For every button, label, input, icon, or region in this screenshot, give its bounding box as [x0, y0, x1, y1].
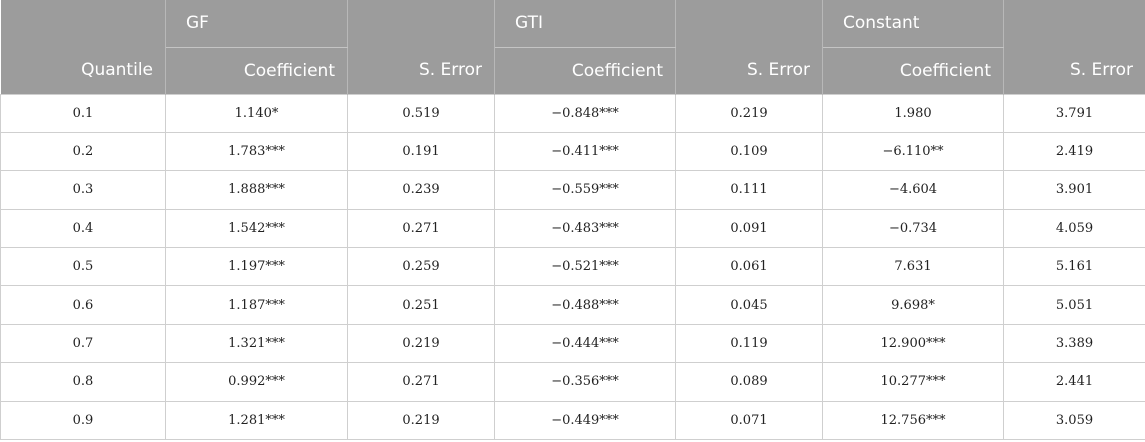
table-cell: 0.239	[347, 170, 495, 210]
table-cell: 1.197***	[165, 247, 348, 287]
table-cell: 0.519	[347, 93, 495, 133]
table-cell: −0.444***	[494, 323, 676, 364]
table-cell: 1.281***	[165, 400, 348, 441]
table-cell: 3.059	[1003, 400, 1145, 441]
group-label: GTI	[494, 0, 676, 48]
table-cell: 0.9	[0, 400, 166, 441]
table-row: 0.2 1.783*** 0.191 −0.411*** 0.109 −6.110** 2.…	[0, 131, 1145, 172]
table-cell: 0.251	[347, 285, 495, 325]
table-cell: 10.277***	[822, 362, 1004, 402]
table-cell: −0.848***	[494, 93, 676, 133]
table-cell: −6.110**	[822, 131, 1004, 172]
table-cell: 0.045	[675, 285, 823, 325]
header-cell	[347, 0, 495, 47]
table-row: 0.9 1.281*** 0.219 −0.449*** 0.071 12.756*** 3…	[0, 400, 1145, 441]
group-label: GF	[165, 0, 348, 48]
table-cell: 0.089	[675, 362, 823, 402]
table-cell: 0.1	[0, 93, 166, 133]
table-row: 0.3 1.888*** 0.239 −0.559*** 0.111 −4.604 3.90…	[0, 170, 1145, 210]
column-header: Coefficient	[165, 47, 348, 94]
column-header: S. Error	[675, 47, 823, 94]
table-cell: 0.8	[0, 362, 166, 402]
table-cell: 0.7	[0, 323, 166, 364]
table-cell: 0.259	[347, 247, 495, 287]
table-cell: 1.888***	[165, 170, 348, 210]
table-body: 0.1 1.140* 0.519 −0.848*** 0.219 1.980 3.791 0.…	[0, 93, 1145, 441]
table-cell: 0.6	[0, 285, 166, 325]
table-cell: 0.119	[675, 323, 823, 364]
table-cell: 0.219	[675, 93, 823, 133]
table-cell: 4.059	[1003, 208, 1145, 249]
table-cell: −0.488***	[494, 285, 676, 325]
table-cell: 5.051	[1003, 285, 1145, 325]
table-cell: −0.521***	[494, 247, 676, 287]
table-cell: 0.091	[675, 208, 823, 249]
table-cell: 0.111	[675, 170, 823, 210]
header-cell	[0, 0, 166, 47]
table-cell: 0.191	[347, 131, 495, 172]
table-cell: 0.271	[347, 362, 495, 402]
table-cell: 1.980	[822, 93, 1004, 133]
column-header: S. Error	[1003, 47, 1145, 94]
table-cell: 3.389	[1003, 323, 1145, 364]
table-cell: 2.419	[1003, 131, 1145, 172]
table-cell: 1.140*	[165, 93, 348, 133]
table-cell: 0.2	[0, 131, 166, 172]
column-header: Coefficient	[494, 47, 676, 94]
table-cell: 0.5	[0, 247, 166, 287]
group-header-row: GF GTI Constant	[0, 0, 1145, 48]
table-cell: 2.441	[1003, 362, 1145, 402]
table-cell: 0.061	[675, 247, 823, 287]
table-cell: 12.900***	[822, 323, 1004, 364]
table-row: 0.7 1.321*** 0.219 −0.444*** 0.119 12.900*** 3…	[0, 323, 1145, 364]
table-cell: −0.734	[822, 208, 1004, 249]
table-cell: 0.992***	[165, 362, 348, 402]
table-cell: 3.791	[1003, 93, 1145, 133]
table-cell: −0.356***	[494, 362, 676, 402]
group-label: Constant	[822, 0, 1004, 48]
table-row: 0.4 1.542*** 0.271 −0.483*** 0.091 −0.734 4.05…	[0, 208, 1145, 249]
table-cell: 1.321***	[165, 323, 348, 364]
table-cell: −0.483***	[494, 208, 676, 249]
table-cell: 0.271	[347, 208, 495, 249]
table-cell: −4.604	[822, 170, 1004, 210]
table-cell: −0.559***	[494, 170, 676, 210]
column-header: Quantile	[0, 47, 166, 94]
column-header: S. Error	[347, 47, 495, 94]
table-cell: 12.756***	[822, 400, 1004, 441]
table-row: 0.8 0.992*** 0.271 −0.356*** 0.089 10.277*** 2…	[0, 362, 1145, 402]
header-cell	[1003, 0, 1145, 47]
table-cell: 0.4	[0, 208, 166, 249]
table-cell: −0.411***	[494, 131, 676, 172]
table-cell: 0.219	[347, 400, 495, 441]
table-cell: 3.901	[1003, 170, 1145, 210]
table-cell: 0.219	[347, 323, 495, 364]
table-cell: 0.3	[0, 170, 166, 210]
table-cell: −0.449***	[494, 400, 676, 441]
table-cell: 9.698*	[822, 285, 1004, 325]
table-cell: 0.109	[675, 131, 823, 172]
table-cell: 7.631	[822, 247, 1004, 287]
header-cell	[675, 0, 823, 47]
table-row: 0.5 1.197*** 0.259 −0.521*** 0.061 7.631 5.161	[0, 247, 1145, 287]
table-row: 0.6 1.187*** 0.251 −0.488*** 0.045 9.698* 5.05…	[0, 285, 1145, 325]
column-header: Coefficient	[822, 47, 1004, 94]
table-cell: 1.783***	[165, 131, 348, 172]
table-row: 0.1 1.140* 0.519 −0.848*** 0.219 1.980 3.791	[0, 93, 1145, 133]
table-cell: 1.542***	[165, 208, 348, 249]
column-header-row: Quantile Coefficient S. Error Coefficient S.…	[0, 47, 1145, 94]
table-cell: 5.161	[1003, 247, 1145, 287]
table-cell: 0.071	[675, 400, 823, 441]
table-cell: 1.187***	[165, 285, 348, 325]
